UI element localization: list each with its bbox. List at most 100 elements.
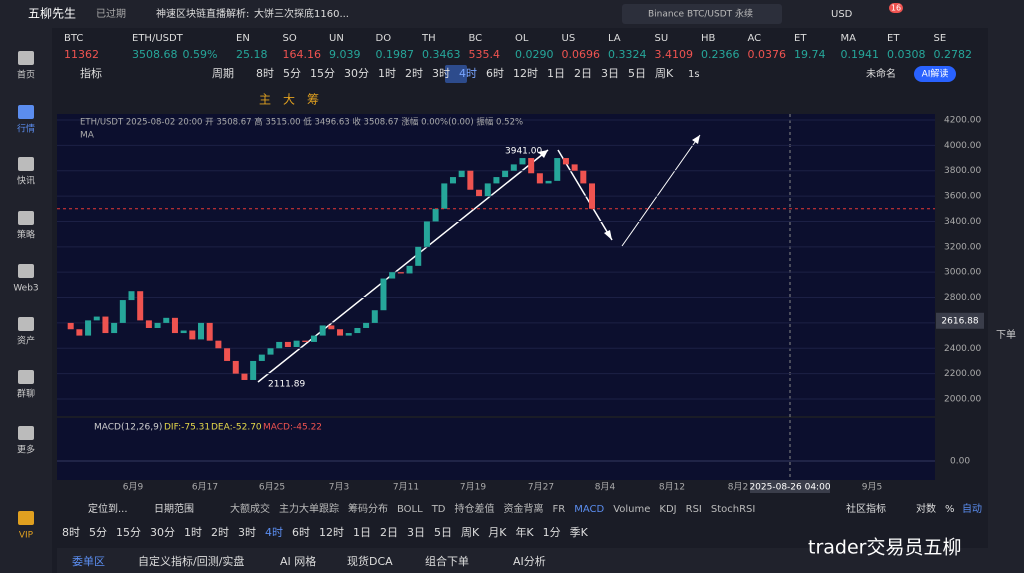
- sidebar-item[interactable]: 快讯: [17, 175, 35, 187]
- interval-btn[interactable]: 2时: [211, 526, 229, 539]
- sidebar-item[interactable]: 行情: [17, 123, 35, 135]
- interval-btn[interactable]: 3时: [238, 526, 256, 539]
- ticker-name[interactable]: ETH/USDT: [132, 33, 184, 44]
- indicator-btn[interactable]: 大额成交: [230, 502, 270, 515]
- indicator-btn[interactable]: RSI: [686, 504, 702, 515]
- ticker-name[interactable]: LA: [608, 33, 621, 44]
- range-btn[interactable]: 日期范围: [154, 502, 194, 515]
- interval-btn[interactable]: 8时: [62, 526, 80, 539]
- bottom-tab[interactable]: AI分析: [513, 554, 546, 568]
- draw-tool[interactable]: 筹: [307, 93, 319, 107]
- interval-btn[interactable]: 2日: [574, 67, 592, 80]
- interval-btn[interactable]: 周K: [461, 526, 480, 539]
- ticker-name[interactable]: ET: [887, 33, 900, 44]
- auto-btn[interactable]: 自动: [962, 502, 982, 515]
- interval-btn[interactable]: 5分: [283, 67, 301, 80]
- ticker-price: 3508.68: [132, 48, 178, 61]
- sidebar-item[interactable]: Web3: [13, 284, 38, 294]
- ticker-name[interactable]: EN: [236, 33, 250, 44]
- indicator-btn[interactable]: MACD: [574, 504, 604, 515]
- interval-btn[interactable]: 12时: [319, 526, 344, 539]
- bottom-tab[interactable]: AI 网格: [280, 554, 316, 568]
- interval-btn[interactable]: 5日: [628, 67, 646, 80]
- sidebar-item[interactable]: 更多: [17, 444, 35, 456]
- indicator-btn[interactable]: 持仓差值: [455, 502, 495, 515]
- interval-btn[interactable]: 2时: [405, 67, 423, 80]
- ticker-name[interactable]: UN: [329, 33, 344, 44]
- interval-btn[interactable]: 年K: [515, 525, 534, 539]
- sidebar-item[interactable]: 策略: [17, 229, 35, 241]
- draw-tool[interactable]: 大: [283, 93, 295, 107]
- interval-btn[interactable]: 5日: [434, 526, 452, 539]
- interval-btn[interactable]: 周K: [655, 67, 674, 80]
- sidebar-item[interactable]: 首页: [17, 69, 35, 81]
- ticker-name[interactable]: BC: [469, 33, 483, 44]
- ticker-name[interactable]: SU: [655, 33, 669, 44]
- sidebar-item[interactable]: 资产: [17, 335, 35, 347]
- indicator-btn[interactable]: 筹码分布: [348, 502, 388, 515]
- bottom-tab[interactable]: 委单区: [72, 555, 105, 568]
- interval-btn[interactable]: 4时: [459, 67, 477, 80]
- right-sidebar-item[interactable]: 下单: [996, 329, 1016, 341]
- ai-btn[interactable]: AI解读: [922, 68, 949, 80]
- period-btn[interactable]: 周期: [212, 67, 234, 80]
- draw-tool[interactable]: 主: [259, 93, 271, 107]
- bottom-tab[interactable]: 组合下单: [425, 554, 469, 568]
- indicator-btn[interactable]: 资金背离: [504, 502, 544, 515]
- indicator-btn[interactable]: TD: [431, 504, 446, 515]
- interval-btn[interactable]: 2日: [380, 526, 398, 539]
- interval-btn[interactable]: 5分: [89, 526, 107, 539]
- ticker-name[interactable]: OL: [515, 33, 529, 44]
- ticker-name[interactable]: US: [562, 33, 576, 44]
- pct-btn[interactable]: %: [945, 504, 955, 515]
- interval-btn[interactable]: 15分: [310, 67, 335, 80]
- interval-btn[interactable]: 3日: [407, 526, 425, 539]
- interval-btn[interactable]: 30分: [150, 526, 175, 539]
- bottom-tab[interactable]: 自定义指标/回测/实盘: [138, 554, 244, 568]
- ticker-name[interactable]: MA: [841, 33, 857, 44]
- interval-btn[interactable]: 季K: [570, 526, 589, 539]
- ticker-name[interactable]: BTC: [64, 33, 83, 44]
- locate-btn[interactable]: 定位到...: [88, 502, 128, 515]
- interval-btn[interactable]: 6时: [486, 67, 504, 80]
- candle: [415, 246, 422, 266]
- interval-btn[interactable]: 1日: [353, 526, 371, 539]
- ticker-name[interactable]: SE: [934, 33, 947, 44]
- indicator-btn[interactable]: FR: [553, 504, 566, 515]
- ticker-name[interactable]: HB: [701, 33, 716, 44]
- seconds-btn[interactable]: 1s: [688, 69, 700, 80]
- ticker-name[interactable]: DO: [376, 33, 392, 44]
- interval-btn[interactable]: 15分: [116, 526, 141, 539]
- ticker-name[interactable]: AC: [748, 33, 762, 44]
- interval-btn[interactable]: 30分: [344, 67, 369, 80]
- log-btn[interactable]: 对数: [916, 502, 936, 515]
- indicator-btn[interactable]: StochRSI: [711, 504, 755, 515]
- interval-btn[interactable]: 1日: [547, 67, 565, 80]
- community-btn[interactable]: 社区指标: [846, 502, 886, 515]
- indicator-btn[interactable]: Volume: [613, 504, 650, 515]
- interval-btn[interactable]: 1分: [543, 526, 561, 539]
- candle: [319, 325, 326, 336]
- interval-btn[interactable]: 6时: [292, 526, 310, 539]
- indicator-btn[interactable]: 指标: [80, 66, 102, 80]
- interval-btn[interactable]: 月K: [488, 526, 507, 539]
- bottom-tab[interactable]: 现货DCA: [347, 554, 393, 568]
- layout-name[interactable]: 未命名: [866, 67, 896, 80]
- ticker-name[interactable]: SO: [283, 33, 297, 44]
- interval-btn[interactable]: 1时: [378, 67, 396, 80]
- indicator-btn[interactable]: BOLL: [397, 504, 423, 515]
- search[interactable]: Binance BTC/USDT 永续: [648, 8, 753, 20]
- interval-btn[interactable]: 12时: [513, 67, 538, 80]
- currency[interactable]: USD: [831, 9, 853, 20]
- interval-btn[interactable]: 4时: [265, 526, 283, 539]
- ticker-name[interactable]: TH: [421, 33, 436, 44]
- indicator-btn[interactable]: KDJ: [659, 504, 676, 515]
- interval-btn[interactable]: 3时: [432, 67, 450, 80]
- interval-btn[interactable]: 1时: [184, 526, 202, 539]
- interval-btn[interactable]: 8时: [256, 67, 274, 80]
- sidebar-item[interactable]: VIP: [19, 531, 34, 541]
- indicator-btn[interactable]: 主力大单跟踪: [279, 502, 339, 515]
- sidebar-item[interactable]: 群聊: [17, 388, 35, 400]
- ticker-name[interactable]: ET: [794, 33, 807, 44]
- interval-btn[interactable]: 3日: [601, 67, 619, 80]
